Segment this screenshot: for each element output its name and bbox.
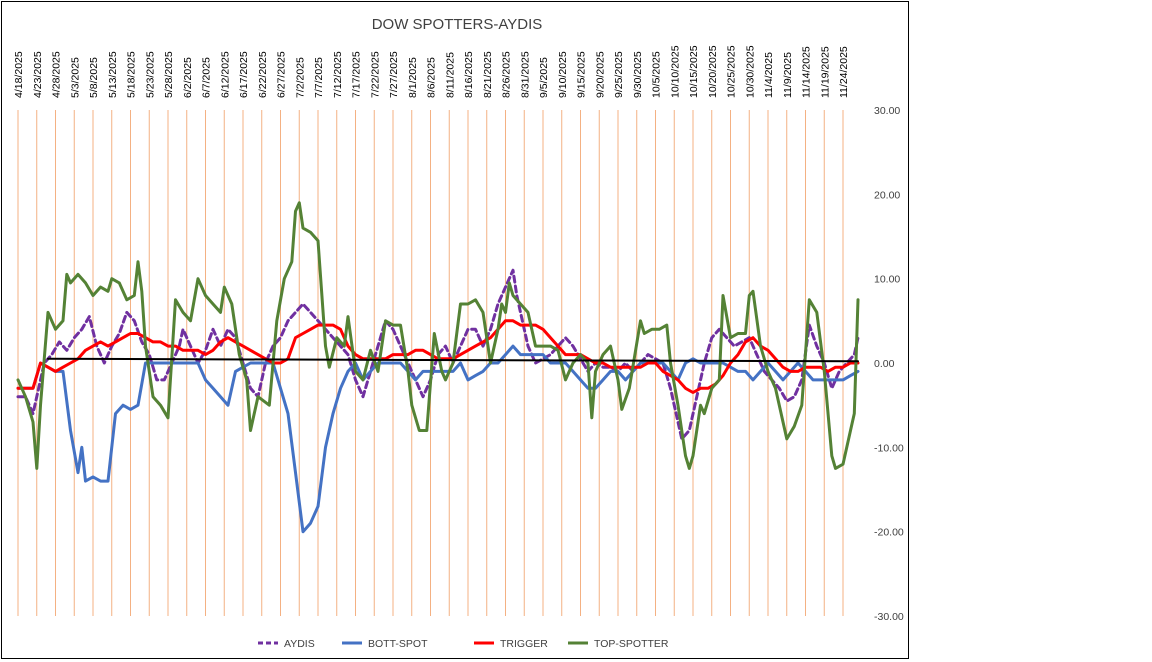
- y-axis-tick-labels: 30.00 20.00 10.00 0.00 -10.00 -20.00 -30.00: [874, 105, 904, 623]
- x-tick-label: 5/3/2025: [69, 57, 81, 98]
- x-tick-label: 8/1/2025: [407, 57, 419, 98]
- y-tick-label: 0.00: [874, 358, 895, 370]
- y-tick-label: -30.00: [874, 611, 904, 623]
- x-tick-label: 6/2/2025: [182, 57, 194, 98]
- x-tick-label: 5/18/2025: [126, 51, 138, 98]
- x-tick-label: 11/4/2025: [763, 52, 775, 98]
- x-tick-label: 8/11/2025: [444, 52, 456, 98]
- series-layer: [16, 201, 860, 534]
- x-tick-label: 9/25/2025: [613, 51, 625, 98]
- x-tick-label: 6/12/2025: [219, 51, 231, 98]
- x-tick-label: 9/5/2025: [538, 57, 550, 98]
- chart-title: DOW SPOTTERS-AYDIS: [372, 16, 543, 33]
- x-tick-label: 5/8/2025: [88, 57, 100, 98]
- legend-label: BOTT-SPOT: [368, 638, 428, 650]
- x-tick-label: 10/10/2025: [669, 45, 681, 98]
- series-line-top-spotter: [16, 201, 860, 470]
- y-tick-label: -10.00: [874, 442, 904, 454]
- x-tick-label: 11/14/2025: [801, 46, 813, 98]
- x-tick-label: 11/24/2025: [838, 46, 850, 98]
- x-tick-label: 10/25/2025: [726, 45, 738, 98]
- y-tick-label: 10.00: [874, 274, 900, 286]
- x-tick-label: 8/16/2025: [463, 51, 475, 98]
- x-tick-label: 5/13/2025: [107, 51, 119, 98]
- x-tick-label: 8/6/2025: [426, 57, 438, 98]
- chart-frame: DOW SPOTTERS-AYDIS 4/18/2025 4/23/2025 4/2…: [1, 1, 909, 659]
- x-tick-label: 7/2/2025: [294, 57, 306, 98]
- series-line-reference: [47, 357, 859, 363]
- legend: AYDIS BOTT-SPOT TRIGGER TOP-SPOTTER: [258, 638, 669, 650]
- x-tick-label: 10/20/2025: [707, 45, 719, 98]
- legend-label: TRIGGER: [500, 638, 548, 650]
- x-tick-label: 10/15/2025: [688, 45, 700, 98]
- x-tick-label: 10/5/2025: [651, 51, 663, 98]
- y-tick-label: 30.00: [874, 105, 900, 117]
- x-tick-label: 7/22/2025: [369, 51, 381, 98]
- x-tick-label: 6/7/2025: [201, 57, 213, 98]
- x-tick-label: 6/17/2025: [238, 51, 250, 98]
- x-tick-label: 6/27/2025: [276, 51, 288, 98]
- y-tick-label: 20.00: [874, 189, 900, 201]
- x-tick-label: 4/23/2025: [32, 51, 44, 98]
- x-tick-label: 11/9/2025: [782, 52, 794, 98]
- x-axis-tick-labels: 4/18/2025 4/23/2025 4/28/2025 5/3/2025 5/8/2…: [13, 45, 850, 98]
- x-tick-label: 6/22/2025: [257, 51, 269, 98]
- x-tick-label: 11/19/2025: [819, 46, 831, 98]
- x-tick-label: 9/30/2025: [632, 51, 644, 98]
- x-tick-label: 5/23/2025: [144, 51, 156, 98]
- x-tick-label: 5/28/2025: [163, 51, 175, 98]
- x-tick-label: 9/10/2025: [557, 51, 569, 98]
- x-tick-label: 10/30/2025: [744, 45, 756, 98]
- x-tick-label: 7/12/2025: [332, 51, 344, 98]
- legend-label: AYDIS: [284, 638, 315, 650]
- x-tick-label: 8/21/2025: [482, 51, 494, 98]
- y-tick-label: -20.00: [874, 527, 904, 539]
- legend-label: TOP-SPOTTER: [594, 638, 669, 650]
- x-tick-label: 8/31/2025: [519, 51, 531, 98]
- x-tick-label: 9/20/2025: [594, 51, 606, 98]
- x-tick-label: 4/28/2025: [51, 51, 63, 98]
- x-tick-label: 9/15/2025: [576, 51, 588, 98]
- chart-svg: DOW SPOTTERS-AYDIS 4/18/2025 4/23/2025 4/2…: [13, 16, 904, 650]
- x-tick-label: 8/26/2025: [501, 51, 513, 98]
- x-tick-label: 7/27/2025: [388, 51, 400, 98]
- x-tick-label: 7/17/2025: [351, 51, 363, 98]
- x-tick-label: 4/18/2025: [13, 51, 25, 98]
- x-tick-label: 7/7/2025: [313, 57, 325, 98]
- series-line-bott-spot: [16, 344, 860, 534]
- series-line-aydis: [16, 268, 860, 441]
